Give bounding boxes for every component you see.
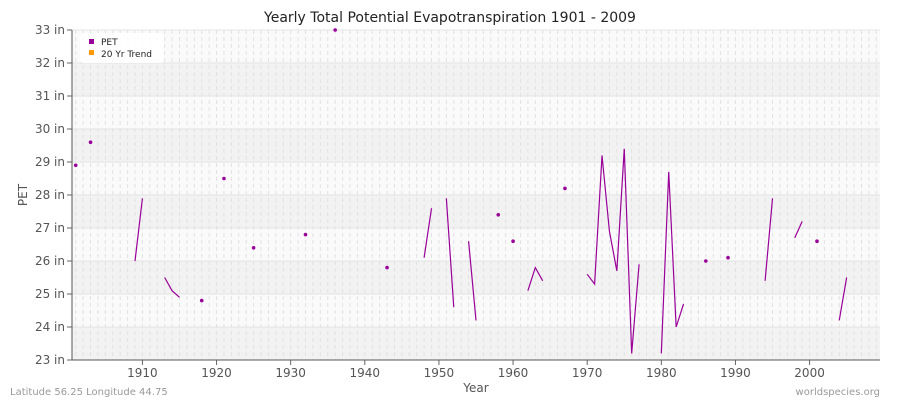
series-line-segment bbox=[586, 148, 640, 354]
y-tick-label: 33 in bbox=[35, 23, 65, 37]
x-tick-label: 1920 bbox=[201, 366, 232, 380]
x-tick-label: 1990 bbox=[720, 366, 751, 380]
x-tick-label: 1910 bbox=[127, 366, 158, 380]
series-line-segment bbox=[134, 198, 144, 262]
y-tick-label: 25 in bbox=[35, 287, 65, 301]
y-tick-label: 28 in bbox=[35, 188, 65, 202]
data-point bbox=[385, 265, 389, 270]
y-tick-label: 30 in bbox=[35, 122, 65, 136]
data-point bbox=[496, 213, 501, 217]
series-line-segment bbox=[838, 277, 848, 321]
x-tick-label: 2000 bbox=[794, 366, 825, 380]
x-tick-label: 1950 bbox=[424, 366, 455, 380]
data-point bbox=[73, 163, 78, 168]
data-point bbox=[815, 239, 819, 243]
y-tick-label: 32 in bbox=[35, 56, 65, 70]
data-point bbox=[563, 186, 567, 191]
series-line-segment bbox=[445, 198, 455, 308]
series-line-segment bbox=[660, 171, 685, 354]
x-tick-label: 1940 bbox=[350, 366, 381, 380]
data-point bbox=[333, 28, 337, 32]
data-point bbox=[199, 298, 204, 303]
data-point bbox=[726, 255, 730, 260]
y-tick-label: 26 in bbox=[35, 254, 65, 268]
series-line-segment bbox=[467, 241, 477, 321]
footer-location: Latitude 56.25 Longitude 44.75 bbox=[10, 387, 168, 398]
data-point bbox=[703, 259, 708, 263]
y-tick-label: 31 in bbox=[35, 89, 65, 103]
legend-swatch-trend bbox=[89, 50, 94, 55]
series-line-segment bbox=[164, 277, 180, 298]
data-point bbox=[222, 176, 226, 181]
y-tick-label: 24 in bbox=[35, 320, 65, 334]
x-axis-label: Year bbox=[462, 381, 488, 395]
x-tick-label: 1960 bbox=[498, 366, 529, 380]
legend-label-pet: PET bbox=[101, 38, 118, 48]
series-line-segment bbox=[794, 221, 803, 239]
y-axis-label: PET bbox=[16, 183, 30, 206]
data-point bbox=[251, 246, 256, 250]
series-line-segment bbox=[423, 208, 433, 258]
series-line-segment bbox=[527, 266, 544, 291]
legend-label-trend: 20 Yr Trend bbox=[101, 50, 152, 60]
x-tick-label: 1930 bbox=[275, 366, 306, 380]
y-tick-label: 23 in bbox=[35, 353, 65, 367]
legend: PET 20 Yr Trend bbox=[80, 33, 164, 63]
x-tick-label: 1980 bbox=[646, 366, 677, 380]
data-point bbox=[303, 232, 308, 237]
data-point bbox=[88, 140, 93, 144]
legend-swatch-pet bbox=[89, 39, 94, 44]
series-line-segment bbox=[764, 198, 774, 281]
y-tick-label: 27 in bbox=[35, 221, 65, 235]
x-tick-label: 1970 bbox=[572, 366, 603, 380]
footer-source: worldspecies.org bbox=[796, 387, 880, 398]
data-point bbox=[511, 239, 515, 243]
y-tick-label: 29 in bbox=[35, 155, 65, 169]
chart-title: Yearly Total Potential Evapotranspiratio… bbox=[263, 10, 636, 26]
